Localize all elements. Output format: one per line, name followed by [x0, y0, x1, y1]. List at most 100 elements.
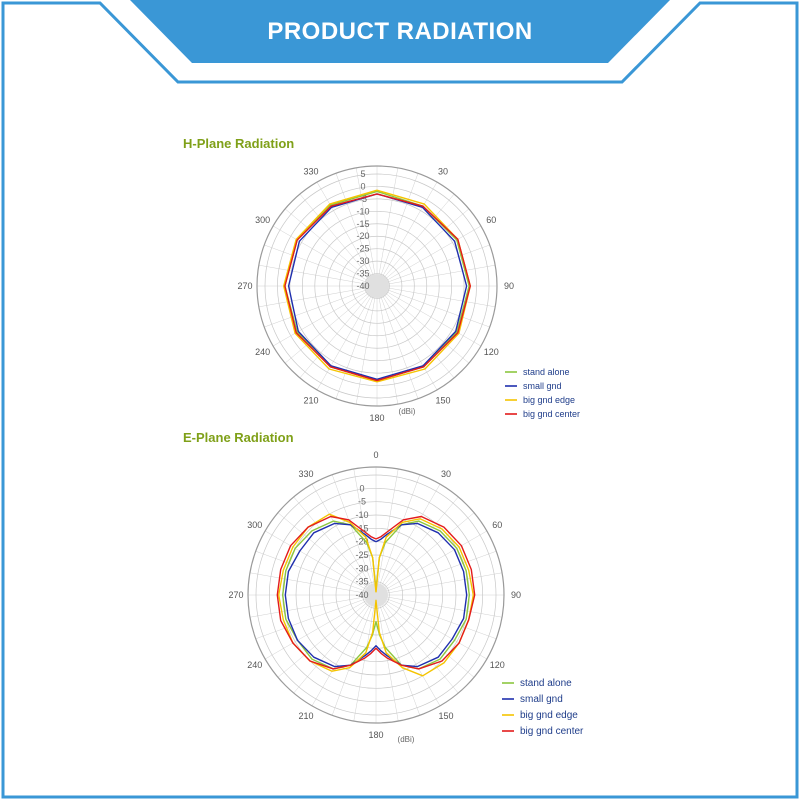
angle-tick-label: 120	[484, 347, 499, 357]
outer-border	[1, 60, 799, 799]
radial-tick-label: -20	[356, 231, 369, 241]
angle-tick-label: 240	[255, 347, 270, 357]
angle-tick-label: 60	[492, 520, 502, 530]
radial-tick-label: -25	[355, 550, 368, 560]
angle-tick-label: 270	[228, 590, 243, 600]
legend-label: small gnd	[520, 694, 563, 705]
polar-spoke	[284, 208, 378, 287]
radial-tick-label: 0	[360, 181, 365, 191]
radial-tick-label: -40	[356, 281, 369, 291]
angle-tick-label: 150	[435, 395, 450, 405]
polar-ring	[255, 474, 497, 716]
polar-spoke	[316, 285, 378, 391]
angle-tick-label: 330	[298, 469, 313, 479]
polar-ring	[301, 210, 453, 362]
angle-tick-label: 0	[373, 450, 378, 460]
series-line-big-gnd-edge	[278, 513, 474, 677]
angle-tick-label: 300	[247, 520, 262, 530]
polar-ring	[268, 487, 484, 703]
polar-spoke	[376, 193, 455, 287]
polar-spoke	[376, 285, 438, 391]
unit-label: (dBi)	[398, 735, 415, 744]
polar-outer-ring	[256, 165, 498, 407]
polar-ring	[308, 527, 444, 663]
radial-tick-label: -15	[355, 523, 368, 533]
angle-tick-label: 180	[368, 730, 383, 740]
polar-spoke	[376, 285, 399, 405]
polar-ring	[351, 260, 403, 312]
radial-tick-label: -30	[356, 256, 369, 266]
polar-spoke	[258, 285, 378, 308]
polar-spoke	[376, 285, 490, 328]
polar-spoke	[376, 264, 496, 287]
polar-ring	[335, 554, 417, 636]
polar-ring	[364, 273, 390, 299]
polar-spoke	[299, 193, 378, 287]
e-plane-title: E-Plane Radiation	[183, 430, 294, 445]
polar-spoke	[376, 244, 490, 287]
radial-tick-label: -5	[359, 194, 367, 204]
angle-tick-label: 210	[298, 711, 313, 721]
polar-ring	[314, 223, 440, 349]
polar-spoke	[284, 285, 378, 364]
banner-title: PRODUCT RADIATION	[267, 18, 533, 45]
polar-ring	[295, 514, 457, 676]
polar-spoke	[376, 208, 470, 287]
h-plane-title: H-Plane Radiation	[183, 136, 295, 151]
legend-label: big gnd center	[523, 409, 580, 419]
polar-spoke	[264, 244, 378, 287]
polar-spoke	[316, 181, 378, 287]
polar-outer-ring	[247, 466, 505, 724]
polar-spoke	[272, 285, 378, 347]
polar-spoke	[299, 285, 378, 379]
series-line-stand-alone	[282, 520, 470, 670]
radial-tick-label: -5	[358, 497, 366, 507]
polar-center	[365, 274, 389, 298]
angle-tick-label: 270	[237, 281, 252, 291]
polar-spoke	[376, 285, 470, 364]
series-line-big-gnd-center	[276, 515, 476, 670]
polar-spoke	[335, 285, 378, 399]
angle-tick-label: 210	[303, 395, 318, 405]
series-line-small-gnd	[284, 522, 468, 668]
polar-spoke	[355, 167, 378, 287]
polar-spoke	[272, 225, 378, 287]
radial-tick-label: -40	[355, 590, 368, 600]
radial-tick-label: -35	[355, 577, 368, 587]
angle-tick-label: 30	[438, 167, 448, 177]
legend-label: small gnd	[523, 381, 562, 391]
polar-spoke	[376, 167, 399, 287]
polar-spoke	[355, 285, 378, 405]
radial-tick-label: 5	[360, 169, 365, 179]
angle-tick-label: 300	[255, 215, 270, 225]
angle-tick-label: 120	[490, 660, 505, 670]
legend-label: big gnd edge	[520, 710, 578, 721]
polar-ring	[289, 198, 465, 374]
radial-tick-label: -10	[355, 510, 368, 520]
radial-tick-label: 0	[359, 483, 364, 493]
radial-tick-label: -35	[356, 269, 369, 279]
polar-ring	[277, 186, 477, 386]
polar-spoke	[258, 264, 378, 287]
series-line-small-gnd	[287, 193, 468, 380]
polar-spoke	[376, 285, 419, 399]
angle-tick-label: 240	[247, 660, 262, 670]
polar-spoke	[376, 181, 438, 287]
banner-outer-line	[1, 1, 799, 84]
series-line-big-gnd-center	[284, 193, 471, 382]
radial-tick-label: -30	[355, 563, 368, 573]
polar-spoke	[264, 285, 378, 328]
polar-spoke	[335, 173, 378, 287]
angle-tick-label: 30	[441, 469, 451, 479]
radial-tick-label: -15	[356, 219, 369, 229]
polar-ring	[362, 581, 390, 609]
unit-label: (dBi)	[399, 407, 416, 416]
legend-label: big gnd edge	[523, 395, 575, 405]
polar-ring	[339, 248, 415, 324]
polar-spoke	[376, 285, 496, 308]
polar-ring	[326, 235, 428, 337]
polar-spoke	[376, 285, 455, 379]
